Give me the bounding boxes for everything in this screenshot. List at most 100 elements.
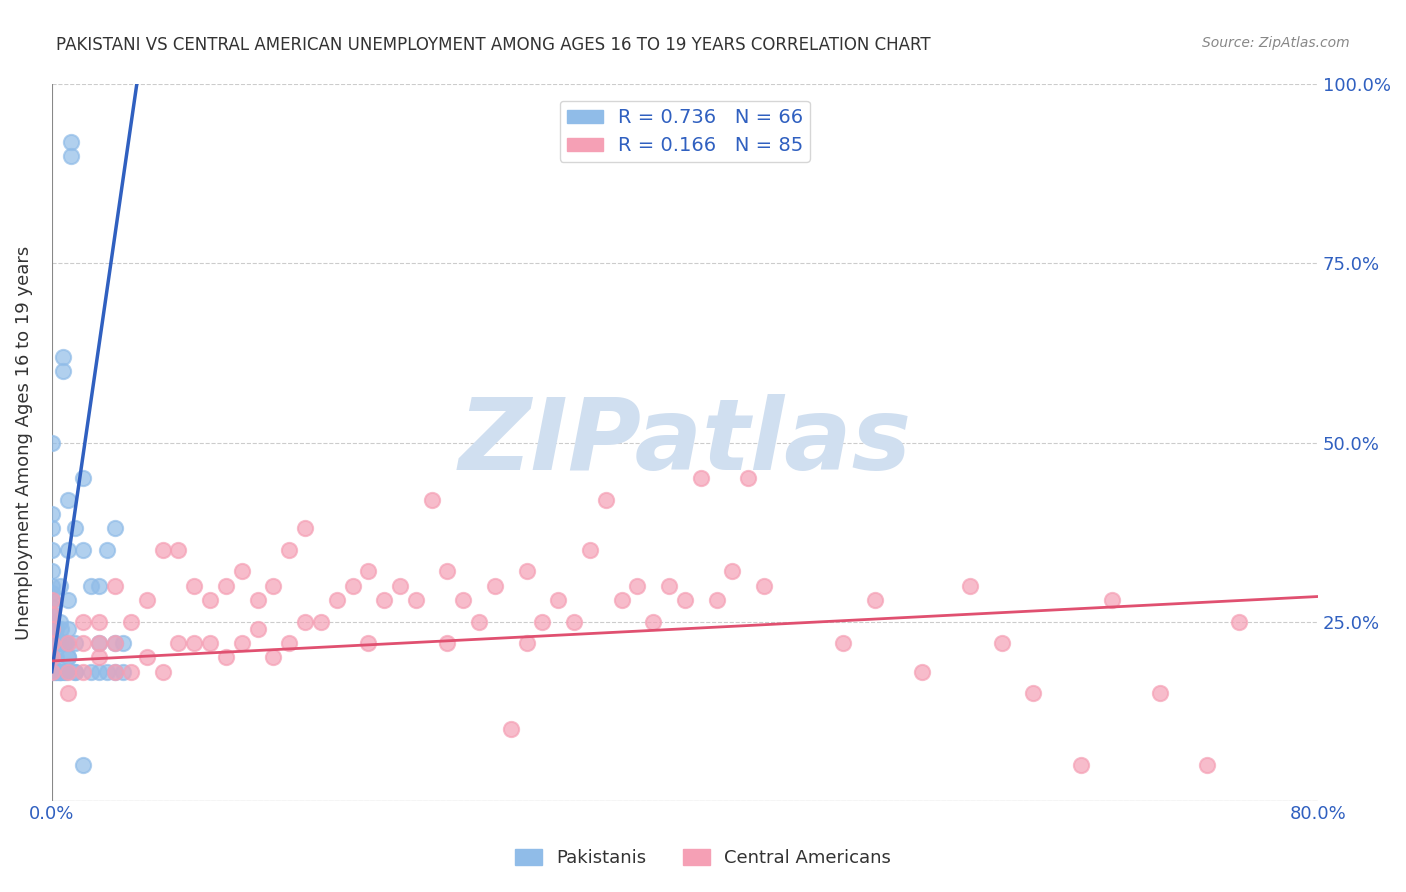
Point — [72, 615, 94, 629]
Point — [198, 593, 221, 607]
Point — [342, 579, 364, 593]
Point — [373, 593, 395, 607]
Point — [673, 593, 696, 607]
Point — [41, 665, 63, 679]
Point — [41, 650, 63, 665]
Point — [152, 665, 174, 679]
Point — [1149, 686, 1171, 700]
Point — [89, 636, 111, 650]
Point — [278, 636, 301, 650]
Point — [56, 686, 79, 700]
Point — [89, 615, 111, 629]
Point — [44, 636, 66, 650]
Point — [215, 650, 238, 665]
Point — [167, 543, 190, 558]
Point — [120, 615, 142, 629]
Point — [80, 665, 103, 679]
Point — [48, 665, 70, 679]
Point — [863, 593, 886, 607]
Point — [420, 492, 443, 507]
Point — [48, 579, 70, 593]
Point — [167, 636, 190, 650]
Point — [990, 636, 1012, 650]
Point — [41, 607, 63, 622]
Point — [262, 579, 284, 593]
Legend: R = 0.736   N = 66, R = 0.166   N = 85: R = 0.736 N = 66, R = 0.166 N = 85 — [560, 101, 810, 162]
Point — [246, 622, 269, 636]
Point — [56, 543, 79, 558]
Point — [120, 665, 142, 679]
Point — [183, 636, 205, 650]
Text: PAKISTANI VS CENTRAL AMERICAN UNEMPLOYMENT AMONG AGES 16 TO 19 YEARS CORRELATION: PAKISTANI VS CENTRAL AMERICAN UNEMPLOYME… — [56, 36, 931, 54]
Point — [41, 565, 63, 579]
Point — [41, 586, 63, 600]
Point — [45, 665, 67, 679]
Point — [104, 521, 127, 535]
Point — [42, 665, 65, 679]
Point — [41, 543, 63, 558]
Point — [610, 593, 633, 607]
Point — [721, 565, 744, 579]
Point — [152, 543, 174, 558]
Point — [405, 593, 427, 607]
Point — [959, 579, 981, 593]
Point — [104, 665, 127, 679]
Point — [41, 593, 63, 607]
Point — [294, 615, 316, 629]
Point — [89, 650, 111, 665]
Point — [388, 579, 411, 593]
Point — [468, 615, 491, 629]
Point — [752, 579, 775, 593]
Point — [278, 543, 301, 558]
Point — [325, 593, 347, 607]
Point — [59, 135, 82, 149]
Point — [48, 665, 70, 679]
Point — [41, 665, 63, 679]
Point — [52, 364, 75, 378]
Point — [547, 593, 569, 607]
Point — [72, 665, 94, 679]
Point — [104, 665, 127, 679]
Point — [72, 543, 94, 558]
Text: Source: ZipAtlas.com: Source: ZipAtlas.com — [1202, 36, 1350, 50]
Point — [41, 435, 63, 450]
Point — [41, 507, 63, 521]
Point — [41, 600, 63, 615]
Point — [45, 636, 67, 650]
Point — [579, 543, 602, 558]
Point — [643, 615, 665, 629]
Point — [911, 665, 934, 679]
Point — [135, 650, 157, 665]
Point — [499, 722, 522, 736]
Point — [65, 521, 87, 535]
Point — [215, 579, 238, 593]
Point — [626, 579, 648, 593]
Point — [48, 636, 70, 650]
Point — [41, 521, 63, 535]
Point — [562, 615, 585, 629]
Point — [59, 149, 82, 163]
Point — [45, 622, 67, 636]
Point — [96, 543, 118, 558]
Point — [55, 636, 77, 650]
Point — [56, 622, 79, 636]
Point — [41, 622, 63, 636]
Point — [231, 636, 253, 650]
Point — [55, 665, 77, 679]
Y-axis label: Unemployment Among Ages 16 to 19 years: Unemployment Among Ages 16 to 19 years — [15, 245, 32, 640]
Point — [1070, 757, 1092, 772]
Point — [89, 636, 111, 650]
Point — [357, 565, 380, 579]
Point — [198, 636, 221, 650]
Point — [1197, 757, 1219, 772]
Point — [56, 650, 79, 665]
Point — [436, 565, 458, 579]
Point — [231, 565, 253, 579]
Point — [56, 593, 79, 607]
Point — [44, 622, 66, 636]
Point — [56, 636, 79, 650]
Point — [1022, 686, 1045, 700]
Point — [737, 471, 759, 485]
Point — [44, 665, 66, 679]
Point — [1101, 593, 1123, 607]
